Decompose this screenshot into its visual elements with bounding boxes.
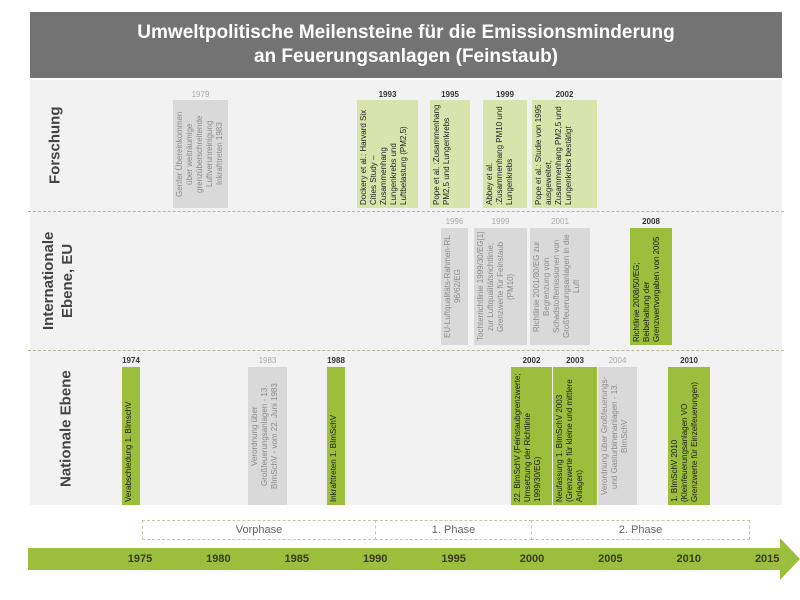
axis-tick-label: 1995: [441, 553, 466, 565]
forschung-year-label: 1993: [378, 90, 397, 99]
axis-tick-label: 1990: [362, 553, 388, 565]
international-year-label: 1999: [491, 217, 510, 226]
national-year-label: 1974: [122, 356, 140, 365]
national-milestone-box: Inkrafttreten 1. BImSchV: [327, 367, 345, 505]
forschung-milestone-box: Genfer Übereinkommen über weiträumige gr…: [173, 100, 228, 208]
international-year-label: 2008: [642, 217, 660, 226]
forschung-year-label: 1999: [496, 90, 514, 99]
national-year-label: 2002: [522, 356, 541, 365]
title-line-2: an Feuerungsanlagen (Feinstaub): [253, 46, 559, 67]
national-year-label: 2010: [680, 356, 698, 365]
row-label-international: Internationale Ebene, EU: [40, 231, 76, 331]
axis-tick-label: 2015: [754, 553, 780, 565]
row-separator: [28, 350, 784, 351]
national-milestone-box: Neufassung 1. BImSchV 2003 (Grenzwerte f…: [553, 367, 597, 505]
national-milestone-box: 1. BImSchV 2010 (Kleinfeuerungsanlagen V…: [668, 367, 710, 505]
international-milestone-box: Richtlinie 2008/50/EG; Beibehaltung der …: [630, 228, 672, 345]
diagram-title: Umweltpolitische Meilensteine für die Em…: [30, 12, 782, 78]
axis-tick-label: 1980: [206, 553, 231, 565]
national-milestone-box: Verabschiedung 1. BImschV: [122, 367, 140, 505]
forschung-year-label: 1979: [191, 90, 210, 99]
row-separator: [28, 211, 784, 212]
timeline-axis: [28, 548, 780, 570]
phase-vorphase: Vorphase: [142, 520, 376, 540]
international-year-label: 2001: [551, 217, 569, 226]
axis-tick-label: 1975: [127, 553, 153, 565]
national-year-label: 1983: [258, 356, 277, 365]
forschung-year-label: 2002: [555, 90, 574, 99]
forschung-milestone-box: Pope et al.: Studie von 1995 ausgeweitet…: [532, 100, 597, 208]
phase-1: 1. Phase: [375, 520, 532, 540]
axis-tick-label: 2010: [676, 553, 702, 565]
international-year-label: 1996: [445, 217, 464, 226]
title-line-1: Umweltpolitische Meilensteine für die Em…: [137, 22, 675, 43]
national-year-label: 2003: [566, 356, 584, 365]
axis-tick-label: 1985: [284, 553, 310, 565]
row-label-forschung: Forschung: [46, 106, 64, 185]
international-milestone-box: EU-Luftqualitäts-Rahmen-RL 96/62/EG: [441, 228, 468, 345]
national-year-label: 1988: [327, 356, 345, 365]
national-milestone-box: Verordnung über Großfeuerungsanlagen - 1…: [248, 367, 287, 505]
axis-tick-label: 2005: [598, 553, 623, 565]
phase-2: 2. Phase: [531, 520, 750, 540]
forschung-milestone-box: Dockery et al.: Harvard Six Cities Study…: [357, 100, 418, 208]
forschung-milestone-box: Abbey et al. :Zusammenhang PM10 und Lung…: [483, 100, 527, 208]
national-milestone-box: 22. BImSchV (Feinstaubgrenzwerte; Umsetz…: [511, 367, 552, 505]
axis-tick-label: 2000: [519, 553, 545, 565]
forschung-milestone-box: Pope et al. :Zusammenhang PM2,5 und Lung…: [430, 100, 470, 208]
forschung-year-label: 1995: [441, 90, 459, 99]
international-milestone-box: Richtlinie 2001/80/EG zur Begrenzung von…: [530, 228, 590, 345]
international-milestone-box: Tochterrichtlinie 1999/30/EG[1] zur Luft…: [474, 228, 527, 345]
national-milestone-box: Verordnung über Großfeuerungs- und Gastu…: [598, 367, 637, 505]
row-label-national: Nationale Ebene: [57, 370, 75, 487]
timeline-arrow-icon: [780, 538, 800, 580]
national-year-label: 2004: [608, 356, 627, 365]
